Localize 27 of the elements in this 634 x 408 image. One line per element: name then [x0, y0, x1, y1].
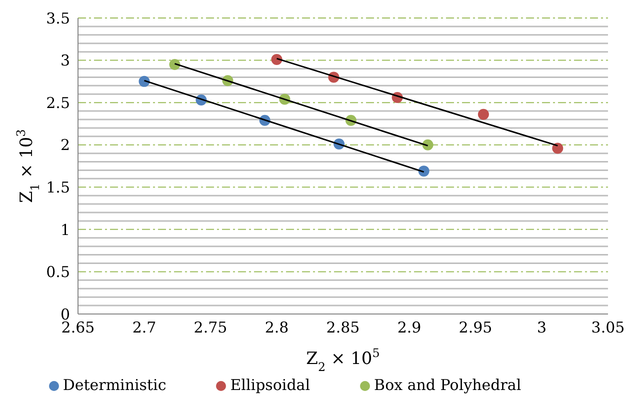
point	[418, 166, 430, 177]
point	[478, 108, 489, 120]
point	[169, 59, 180, 70]
x-tick-label: 2.95	[458, 318, 492, 337]
x-tick-label: 3.05	[591, 318, 625, 337]
y-tick-label: 2.5	[46, 94, 70, 112]
point	[271, 54, 282, 65]
legend-label: Deterministic	[62, 376, 166, 394]
y-tick-label: 1	[60, 220, 70, 239]
x-tick-label: 2.65	[61, 318, 95, 337]
x-axis-title: Z$_{2}$ × 10$^{5}$	[306, 346, 380, 374]
y-tick-label: 1.5	[46, 178, 70, 196]
y-tick-label: 3	[60, 52, 70, 70]
legend-label: Ellipsoidal	[230, 376, 310, 394]
x-tick-label: 2.9	[397, 318, 422, 337]
y-tick-label: 2	[60, 136, 70, 154]
x-tick-label: 2.7	[132, 318, 156, 337]
point	[138, 76, 150, 87]
legend-label: Box and Polyhedral	[374, 376, 522, 394]
x-tick-label: 2.75	[194, 318, 228, 337]
point	[422, 139, 434, 150]
point	[552, 142, 564, 154]
y-tick-label: 0.5	[46, 263, 70, 282]
x-tick-label: 3	[536, 318, 547, 337]
x-tick-label: 2.85	[326, 318, 360, 337]
y-tick-label: 3.5	[46, 9, 70, 28]
x-tick-label: 2.8	[264, 318, 289, 337]
